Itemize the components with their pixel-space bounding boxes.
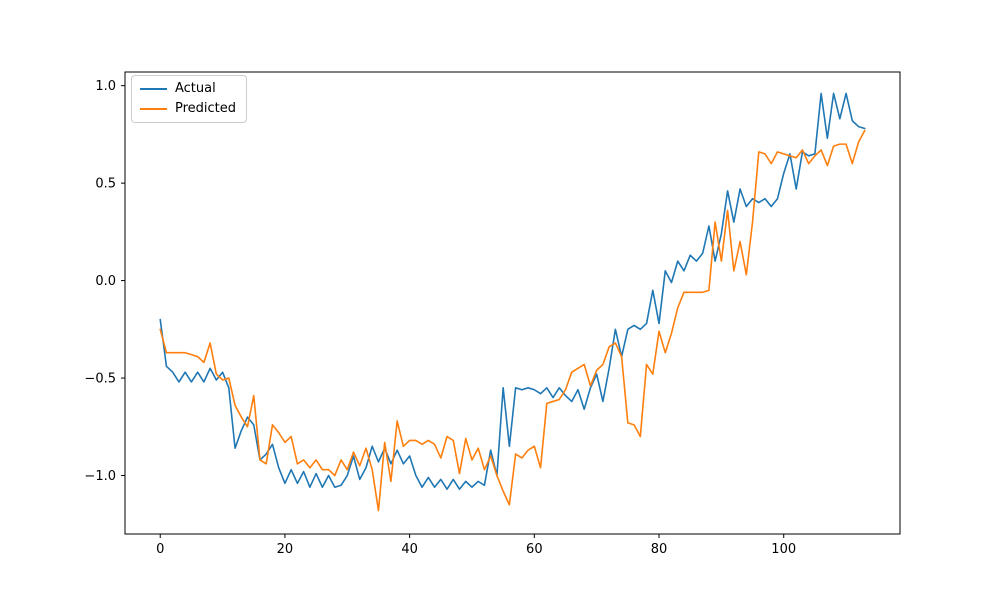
- legend-entry-actual: Actual: [140, 82, 236, 96]
- x-tick-label: 0: [156, 542, 164, 557]
- y-tick-label: 0.5: [95, 177, 116, 192]
- legend: Actual Predicted: [131, 75, 248, 123]
- legend-line-sample-predicted: [140, 108, 167, 110]
- x-tick-label: 100: [771, 542, 796, 557]
- y-tick-label: 1.0: [95, 79, 116, 94]
- y-tick-label: −0.5: [84, 372, 116, 387]
- y-tick-label: 0.0: [95, 274, 116, 289]
- x-tick-label: 60: [526, 542, 543, 557]
- x-tick-label: 40: [401, 542, 418, 557]
- y-tick-label: −1.0: [84, 469, 116, 484]
- legend-line-sample-actual: [140, 88, 167, 90]
- x-tick-label: 20: [277, 542, 294, 557]
- series-line-predicted: [159, 129, 866, 512]
- x-tick-label: 80: [651, 542, 668, 557]
- series-line-actual: [159, 92, 866, 490]
- legend-label-actual: Actual: [175, 81, 216, 96]
- legend-entry-predicted: Predicted: [140, 102, 236, 116]
- axes-frame: [124, 71, 901, 535]
- legend-label-predicted: Predicted: [175, 101, 237, 116]
